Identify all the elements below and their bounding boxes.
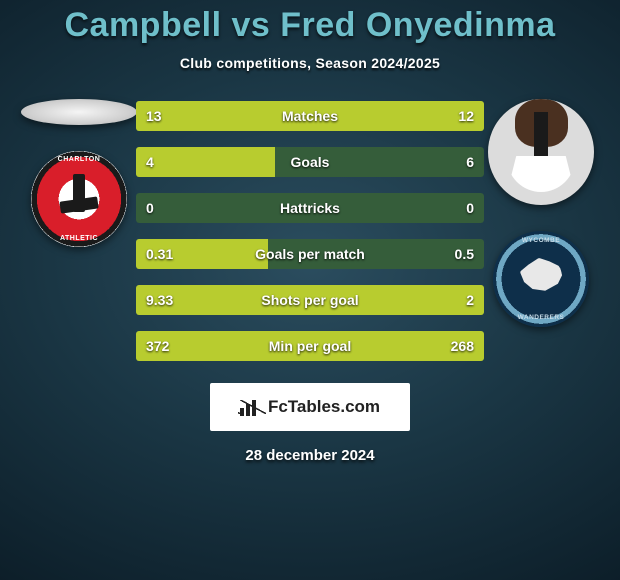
main-row: CHARLTON ATHLETIC 13 12 Matches 4 6 Goals 0 0 Ha… [0, 99, 620, 361]
club-text-bottom: ATHLETIC [31, 235, 127, 242]
right-player-column: WYCOMBE WANDERERS [484, 99, 604, 327]
stat-row: 9.33 2 Shots per goal [136, 285, 484, 315]
stat-value-left: 0.31 [146, 246, 173, 262]
stat-label: Matches [282, 108, 338, 124]
club-text-bottom: WANDERERS [493, 314, 589, 321]
stat-value-left: 372 [146, 338, 169, 354]
stat-value-left: 9.33 [146, 292, 173, 308]
stat-row: 4 6 Goals [136, 147, 484, 177]
left-club-badge: CHARLTON ATHLETIC [31, 151, 127, 247]
brand-badge: FcTables.com [210, 383, 410, 431]
stat-value-right: 268 [451, 338, 474, 354]
stats-column: 13 12 Matches 4 6 Goals 0 0 Hattricks 0.31 0.5 Goal… [136, 99, 484, 361]
brand-chart-icon [240, 398, 262, 416]
stat-label: Shots per goal [261, 292, 358, 308]
stat-label: Hattricks [280, 200, 340, 216]
footer-date: 28 december 2024 [245, 447, 374, 464]
stat-label: Goals per match [255, 246, 365, 262]
brand-text: FcTables.com [268, 397, 380, 417]
stat-value-left: 0 [146, 200, 154, 216]
stat-value-left: 13 [146, 108, 162, 124]
stat-row: 0 0 Hattricks [136, 193, 484, 223]
stat-row: 13 12 Matches [136, 101, 484, 131]
stat-value-right: 0.5 [455, 246, 474, 262]
content: Campbell vs Fred Onyedinma Club competit… [0, 0, 620, 580]
stat-value-right: 6 [466, 154, 474, 170]
club-text-top: CHARLTON [31, 156, 127, 163]
stat-label: Goals [291, 154, 330, 170]
stat-value-right: 2 [466, 292, 474, 308]
left-player-photo [21, 99, 137, 125]
club-text-top: WYCOMBE [493, 237, 589, 244]
stat-label: Min per goal [269, 338, 351, 354]
right-player-photo [488, 99, 594, 205]
page-title: Campbell vs Fred Onyedinma [64, 6, 555, 45]
stat-value-right: 12 [458, 108, 474, 124]
right-club-badge: WYCOMBE WANDERERS [493, 231, 589, 327]
comparison-infographic: Campbell vs Fred Onyedinma Club competit… [0, 0, 620, 580]
left-player-column: CHARLTON ATHLETIC [16, 99, 136, 247]
subtitle: Club competitions, Season 2024/2025 [180, 55, 440, 71]
stat-fill-left [136, 147, 275, 177]
stat-value-left: 4 [146, 154, 154, 170]
stat-row: 372 268 Min per goal [136, 331, 484, 361]
stat-value-right: 0 [466, 200, 474, 216]
stat-row: 0.31 0.5 Goals per match [136, 239, 484, 269]
